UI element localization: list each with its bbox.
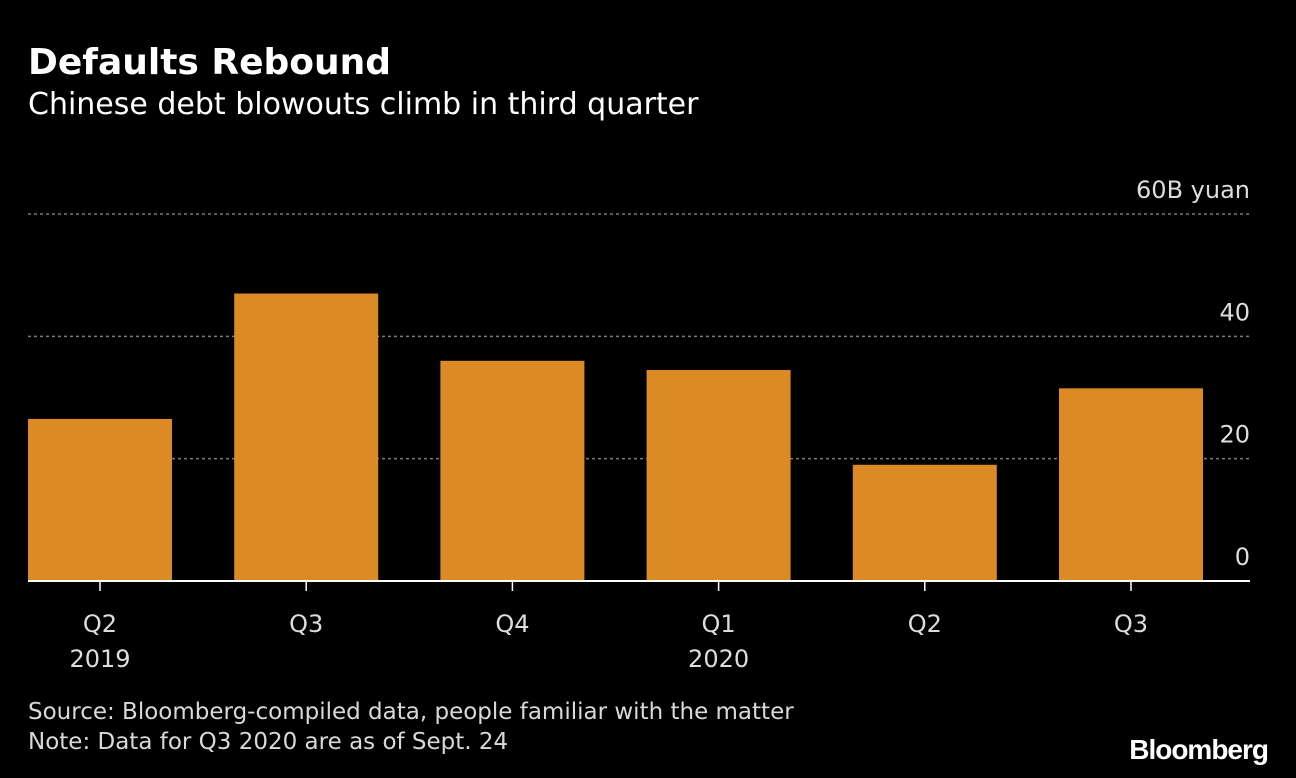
y-tick-label: 20 bbox=[1219, 421, 1250, 449]
x-tick-label: Q3 bbox=[1114, 610, 1148, 638]
bar bbox=[440, 360, 585, 581]
source-note: Source: Bloomberg-compiled data, people … bbox=[28, 699, 794, 725]
x-year-label: 2019 bbox=[69, 645, 130, 673]
x-tick-label: Q4 bbox=[495, 610, 529, 638]
bar bbox=[646, 369, 791, 581]
data-note: Note: Data for Q3 2020 are as of Sept. 2… bbox=[28, 729, 509, 755]
y-tick-label: 40 bbox=[1219, 298, 1250, 326]
x-year-label: 2020 bbox=[688, 645, 749, 673]
y-tick-label: 0 bbox=[1235, 543, 1250, 571]
x-tick-label: Q2 bbox=[908, 610, 942, 638]
x-tick-label: Q2 bbox=[83, 610, 117, 638]
x-tick-label: Q3 bbox=[289, 610, 323, 638]
bar-chart: 0 20 40 60B yuan Q2 2019 Q3 Q4 Q1 2020 Q2 Q3 bbox=[28, 176, 1250, 673]
bar bbox=[1059, 388, 1203, 581]
chart-title: Defaults Rebound bbox=[28, 42, 392, 83]
bar bbox=[234, 293, 379, 581]
y-tick-label: 60B yuan bbox=[1136, 176, 1250, 204]
bloomberg-logo: Bloomberg bbox=[1129, 734, 1269, 765]
bar bbox=[28, 418, 172, 581]
chart-subtitle: Chinese debt blowouts climb in third qua… bbox=[28, 87, 699, 122]
x-tick-label: Q1 bbox=[702, 610, 736, 638]
bar bbox=[852, 464, 997, 581]
